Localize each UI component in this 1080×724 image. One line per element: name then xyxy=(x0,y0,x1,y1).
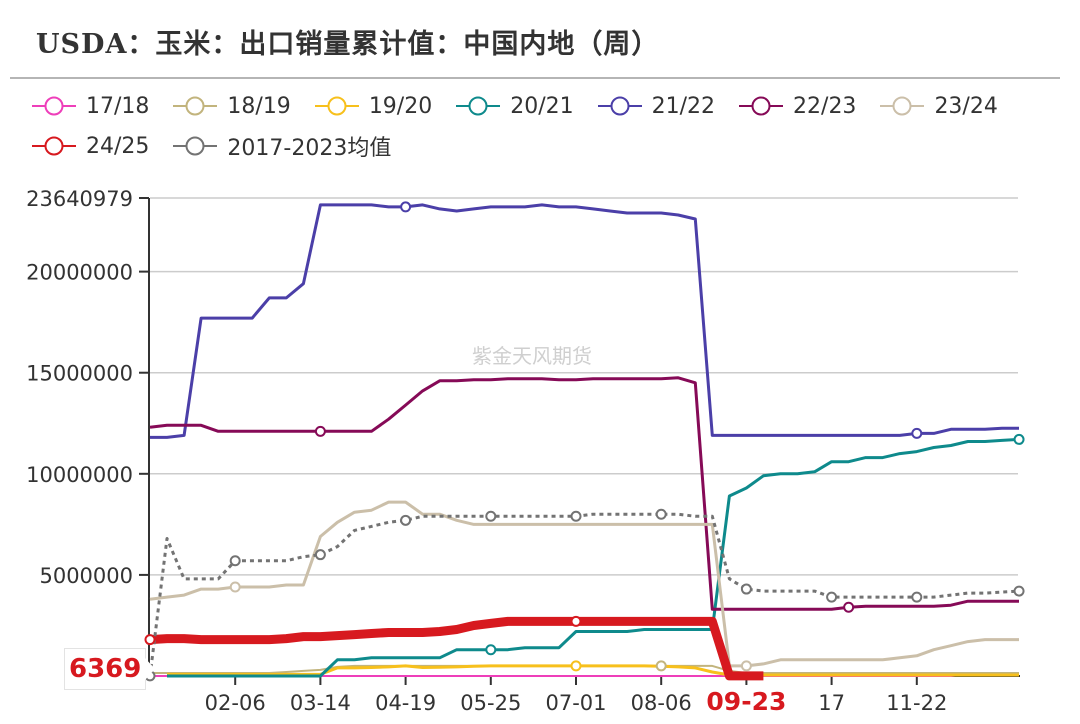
data-point-marker[interactable] xyxy=(740,583,752,595)
legend-item[interactable]: 23/24 xyxy=(878,93,998,119)
legend-item[interactable]: 18/19 xyxy=(171,93,291,119)
legend-item[interactable]: 21/22 xyxy=(596,94,715,119)
legend-label: 21/22 xyxy=(651,93,716,119)
legend-label: 2017-2023均值 xyxy=(227,136,392,161)
legend-line-circle-icon xyxy=(880,96,925,116)
data-point-marker[interactable] xyxy=(1013,433,1025,445)
series-line[interactable] xyxy=(149,500,1019,668)
legend-row: 24/25 2017-2023均值 xyxy=(30,126,1080,166)
legend-line-circle-icon xyxy=(173,96,218,116)
series-line[interactable] xyxy=(149,616,764,681)
y-tick-label: 15000000 xyxy=(26,362,133,386)
legend-label: 24/25 xyxy=(86,133,150,159)
legend-label: 19/20 xyxy=(368,93,433,119)
legend-label: 22/23 xyxy=(793,93,857,119)
data-point-marker[interactable] xyxy=(400,514,412,526)
data-point-marker[interactable] xyxy=(1013,585,1025,597)
data-point-marker[interactable] xyxy=(570,510,582,522)
legend-line-circle-icon xyxy=(739,96,784,116)
legend-item[interactable]: 20/21 xyxy=(454,93,574,119)
legend-line-circle-icon xyxy=(32,96,76,116)
legend-label: 18/19 xyxy=(227,93,291,119)
legend-line-circle-icon xyxy=(597,96,642,116)
watermark: 紫金天风期货 xyxy=(472,344,592,368)
data-point-marker[interactable] xyxy=(400,201,412,213)
legend-line-circle-icon xyxy=(314,96,359,116)
data-point-marker[interactable] xyxy=(740,660,752,672)
y-tick-label: 23640979 xyxy=(26,187,133,211)
data-point-marker[interactable] xyxy=(570,615,582,627)
legend-label: 17/18 xyxy=(86,93,150,119)
x-tick-label: 02-06 xyxy=(205,691,266,715)
data-point-marker[interactable] xyxy=(485,510,497,522)
x-tick-label: 03-14 xyxy=(290,691,351,715)
y-tick-label: 10000000 xyxy=(26,463,133,487)
data-point-marker[interactable] xyxy=(826,591,838,603)
x-tick-label: 17 xyxy=(818,691,845,715)
legend-item[interactable]: 17/18 xyxy=(30,94,149,119)
data-point-marker[interactable] xyxy=(911,591,923,603)
data-point-marker[interactable] xyxy=(144,634,156,646)
data-point-marker[interactable] xyxy=(229,581,241,593)
series-line[interactable] xyxy=(150,203,1019,439)
data-point-marker[interactable] xyxy=(655,508,667,520)
data-point-marker[interactable] xyxy=(229,555,241,567)
title-divider xyxy=(10,77,1060,79)
data-point-marker[interactable] xyxy=(570,660,582,672)
data-point-marker[interactable] xyxy=(843,601,855,613)
data-point-marker[interactable] xyxy=(485,644,497,656)
x-tick-label: 09-23 xyxy=(706,687,786,716)
data-point-marker[interactable] xyxy=(911,427,923,439)
legend-line-circle-icon xyxy=(456,96,501,116)
legend-label: 23/24 xyxy=(934,93,998,119)
series-line[interactable] xyxy=(167,437,1020,678)
current-value-callout: 6369 xyxy=(64,648,156,690)
legend-row: 17/18 18/19 19/20 20/21 21/22 22/23 23/24 xyxy=(30,86,1080,126)
x-tick-label: 05-25 xyxy=(460,691,521,715)
series-line[interactable] xyxy=(148,512,1020,677)
legend-item[interactable]: 2017-2023均值 xyxy=(171,130,391,162)
y-tick-label: 5000000 xyxy=(39,564,133,588)
legend-item[interactable]: 19/20 xyxy=(313,94,432,119)
legend-line-circle-icon xyxy=(32,136,76,156)
chart-title: USDA：玉米：出口销量累计值：中国内地（周） xyxy=(36,29,660,60)
legend: 17/18 18/19 19/20 20/21 21/22 22/23 23/24 24/2… xyxy=(30,86,1080,166)
data-point-marker[interactable] xyxy=(655,660,667,672)
x-tick-label: 04-19 xyxy=(375,691,436,715)
series-line[interactable] xyxy=(149,376,1019,611)
x-tick-label: 11-22 xyxy=(886,691,947,715)
series-line[interactable] xyxy=(167,664,1019,677)
legend-label: 20/21 xyxy=(510,93,574,119)
y-tick-label: 20000000 xyxy=(26,261,133,285)
legend-item[interactable]: 22/23 xyxy=(737,94,856,119)
data-point-marker[interactable] xyxy=(314,549,326,561)
legend-item[interactable]: 24/25 xyxy=(30,134,149,159)
x-tick-label: 08-06 xyxy=(631,691,692,715)
data-point-marker[interactable] xyxy=(314,425,326,437)
legend-line-circle-icon xyxy=(173,136,218,156)
x-tick-label: 07-01 xyxy=(545,691,606,715)
